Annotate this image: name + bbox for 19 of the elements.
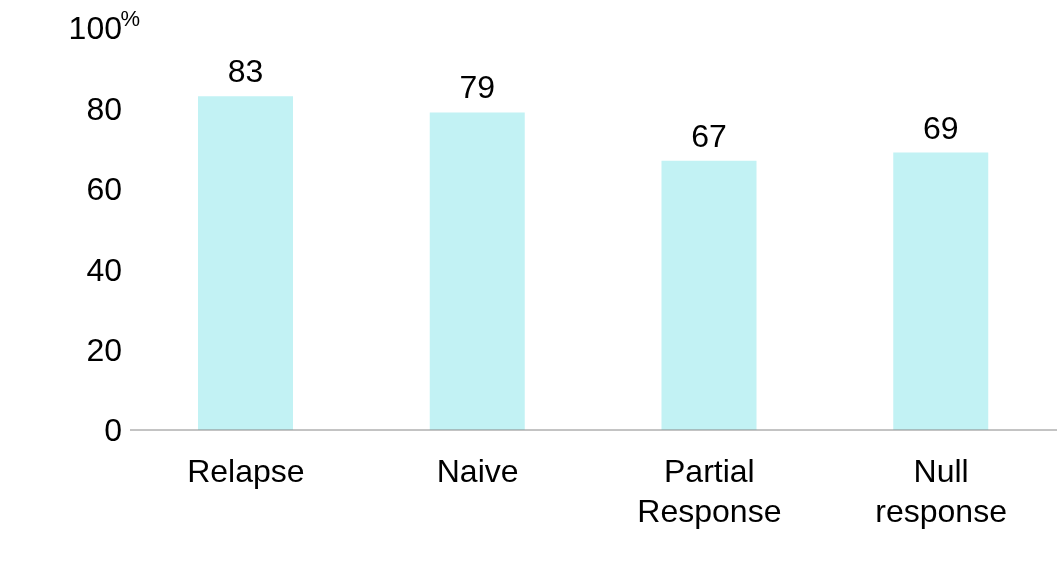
y-tick-label: 0	[104, 412, 122, 449]
x-tick-label: Null response	[875, 453, 1007, 529]
bar	[198, 96, 293, 430]
bar	[429, 112, 525, 430]
bar	[893, 152, 989, 430]
x-tick-label: Partial Response	[637, 453, 782, 529]
data-label: 69	[922, 109, 959, 146]
x-tick-label: Naive	[436, 453, 519, 489]
data-label: 79	[459, 69, 496, 106]
bar	[661, 160, 757, 430]
y-tick-label: 80	[86, 90, 122, 127]
x-tick-label: Relapse	[187, 453, 305, 489]
data-label: 83	[227, 53, 264, 90]
y-tick-label: 60	[86, 171, 122, 208]
y-axis-title: %	[120, 5, 140, 31]
y-tick-label: 100	[68, 10, 122, 47]
y-tick-label: 20	[86, 331, 122, 368]
y-tick-label: 40	[86, 251, 122, 288]
data-label: 67	[691, 117, 727, 154]
